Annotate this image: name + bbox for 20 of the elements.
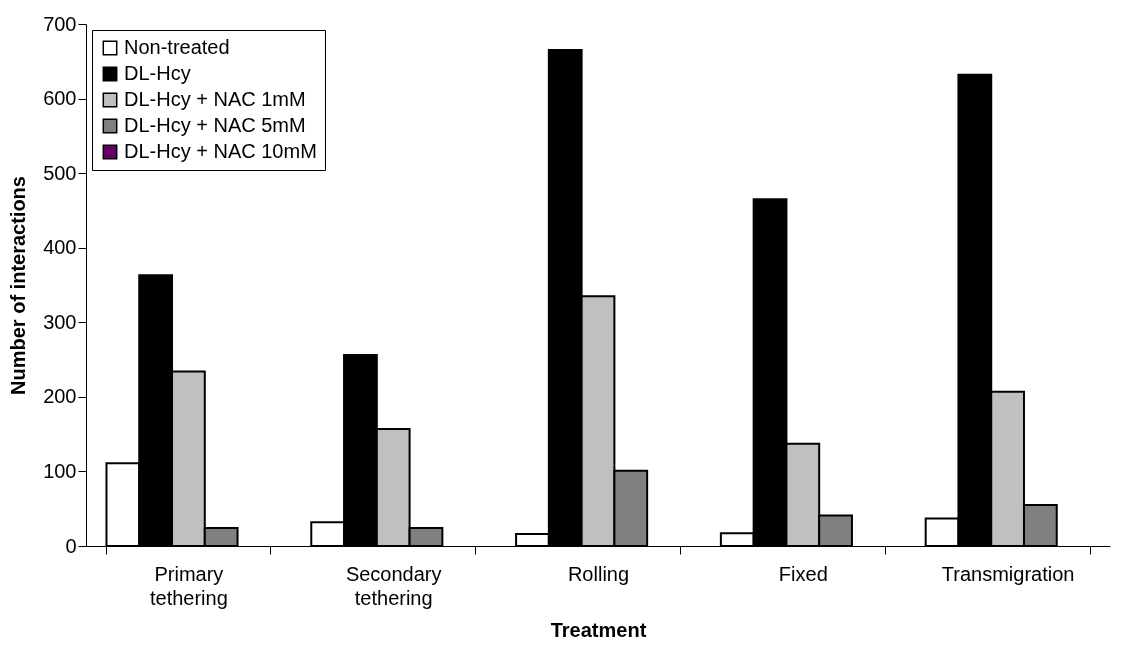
y-tick-label: 300	[43, 310, 77, 333]
legend-label: DL-Hcy + NAC 5mM	[124, 114, 306, 136]
y-tick-label: 500	[43, 161, 77, 184]
y-tick-label: 100	[43, 459, 77, 482]
x-tick-label: Rolling	[567, 562, 630, 585]
x-tick-label: Secondary tethering	[345, 562, 442, 609]
x-tick-label: Fixed	[778, 562, 828, 585]
y-axis-title: Number of interactions	[7, 176, 30, 395]
legend-label: DL-Hcy + NAC 1mM	[124, 88, 306, 110]
y-tick-label: 200	[43, 385, 77, 408]
x-tick-label: Transmigration	[941, 562, 1075, 585]
x-tick-label: Primary tethering	[149, 562, 228, 609]
legend-label: Non-treated	[124, 36, 230, 58]
legend-label: DL-Hcy + NAC 10mM	[124, 140, 317, 162]
x-axis-title: Treatment	[550, 618, 647, 641]
y-tick-label: 0	[65, 534, 77, 557]
y-tick-label: 600	[43, 87, 77, 110]
legend-label: DL-Hcy	[124, 62, 191, 84]
y-tick-label: 700	[43, 12, 77, 35]
y-tick-label: 400	[43, 236, 77, 259]
